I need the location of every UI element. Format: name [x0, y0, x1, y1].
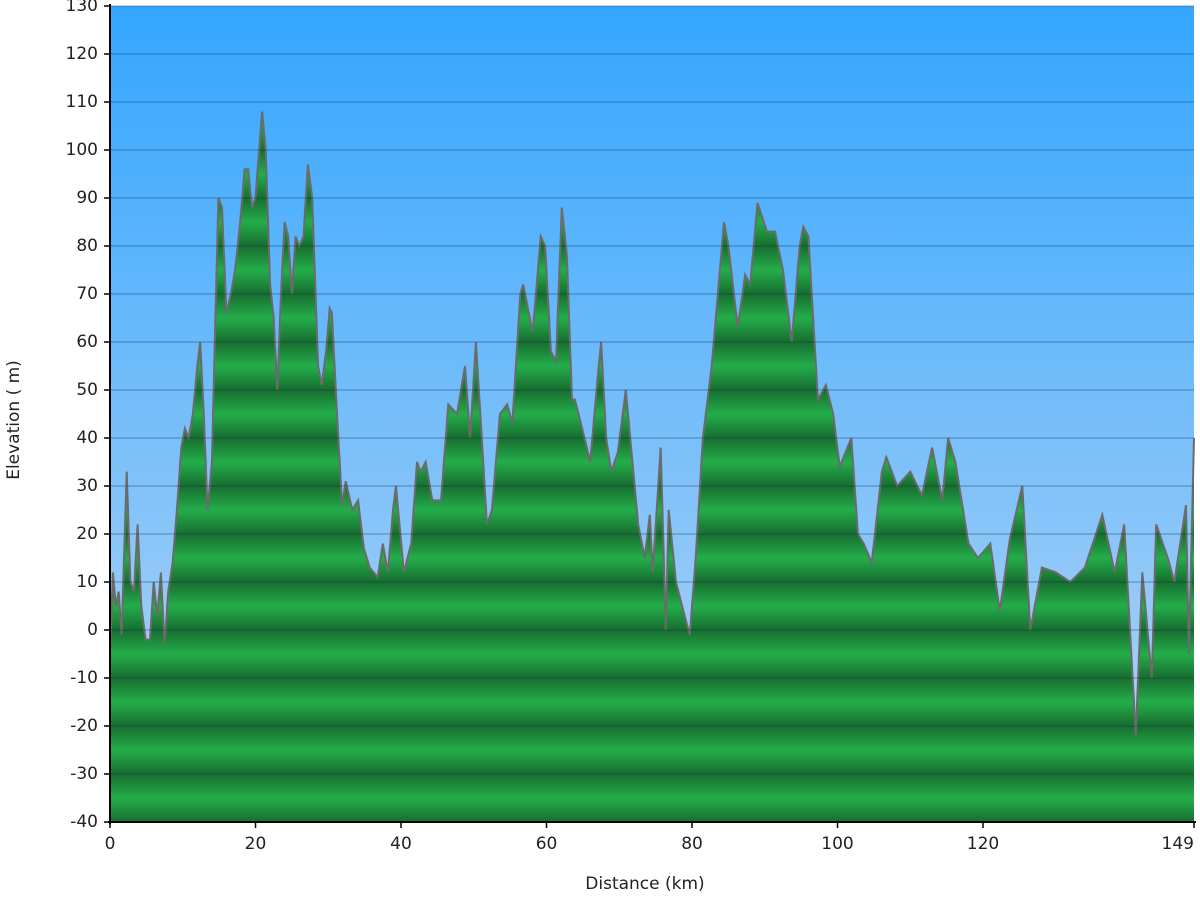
x-tick-label: 0 [105, 834, 116, 854]
y-tick-label: 40 [76, 428, 98, 448]
y-tick-label: -20 [70, 716, 98, 736]
x-tick-label: 20 [245, 834, 267, 854]
x-tick-label: 80 [681, 834, 703, 854]
y-tick-label: 120 [66, 44, 98, 64]
y-tick-label: 20 [76, 524, 98, 544]
y-tick-label: 70 [76, 284, 98, 304]
y-tick-label: 30 [76, 476, 98, 496]
y-tick-label: 10 [76, 572, 98, 592]
y-tick-label: -10 [70, 668, 98, 688]
x-tick-label: 149 [1162, 834, 1194, 854]
y-tick-label: 80 [76, 236, 98, 256]
y-tick-label: 90 [76, 188, 98, 208]
y-tick-label: 0 [87, 620, 98, 640]
x-tick-label: 100 [821, 834, 853, 854]
y-tick-label: 100 [66, 140, 98, 160]
area-fill [110, 111, 1194, 823]
y-tick-label: 130 [66, 0, 98, 16]
y-tick-label: 110 [66, 92, 98, 112]
y-tick-label: 60 [76, 332, 98, 352]
x-tick-label: 40 [390, 834, 412, 854]
y-tick-label: 50 [76, 380, 98, 400]
area-outline [109, 111, 1195, 736]
y-axis-label: Elevation ( m) [4, 360, 24, 480]
x-tick-label: 60 [536, 834, 558, 854]
x-tick-label: 120 [967, 834, 999, 854]
y-tick-label: -40 [70, 812, 98, 832]
y-tick-label: -30 [70, 764, 98, 784]
x-axis-label: Distance (km) [585, 874, 704, 894]
